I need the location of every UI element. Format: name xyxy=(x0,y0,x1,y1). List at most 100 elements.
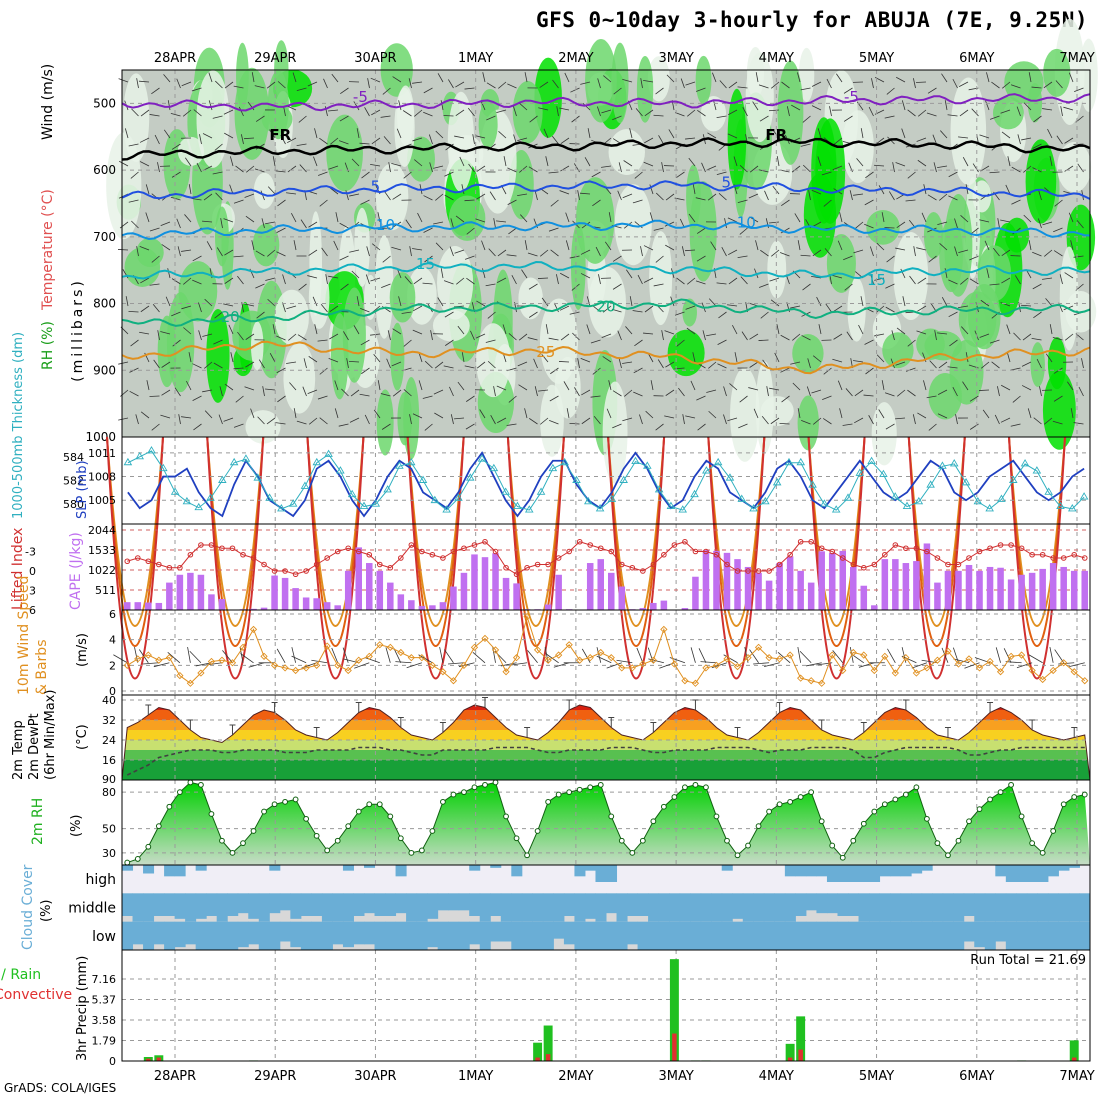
cape-bar xyxy=(902,563,910,610)
wind-barb xyxy=(612,390,622,397)
rh-marker xyxy=(282,798,288,805)
wind-barb xyxy=(296,87,307,91)
wind-barb xyxy=(680,78,685,89)
surface-warm-contour xyxy=(206,436,265,627)
rh-blob xyxy=(252,223,280,267)
thickness-tick-label: 582 xyxy=(63,475,84,488)
lifted-index-marker xyxy=(324,555,330,561)
wind-barb xyxy=(821,171,832,176)
wind-barb xyxy=(1016,106,1021,117)
wind-barb xyxy=(854,389,864,397)
thickness-marker xyxy=(336,466,345,474)
wind-barb xyxy=(741,331,748,341)
wind-barb xyxy=(476,193,486,200)
wind-barb xyxy=(486,82,496,89)
wind-barb xyxy=(266,417,276,425)
wind-barb xyxy=(245,361,255,368)
wind-barb xyxy=(858,324,864,335)
wind-barb xyxy=(240,134,244,145)
wind-barb xyxy=(528,166,538,173)
cape-bar xyxy=(618,586,626,610)
lifted-index-marker xyxy=(177,564,183,571)
wind-barb xyxy=(538,389,549,392)
wind-barb xyxy=(445,143,454,151)
wind-barb xyxy=(229,156,234,167)
cloud-cell xyxy=(879,921,891,950)
wind-barb xyxy=(128,143,139,147)
wind-barb xyxy=(958,136,969,139)
wind-barb xyxy=(808,190,811,201)
lifted-index-marker xyxy=(892,542,899,548)
cloud-cell xyxy=(342,921,354,948)
lifted-index-marker xyxy=(776,561,783,568)
wind-barb xyxy=(299,164,307,173)
wind-tick-label: 4 xyxy=(109,634,116,647)
wind-barb xyxy=(952,78,958,89)
rh-blob xyxy=(636,55,654,123)
cape-bar xyxy=(892,559,899,610)
thickness-marker xyxy=(359,501,369,509)
lifted-index-marker xyxy=(145,558,152,565)
rh-marker xyxy=(797,794,804,800)
wind-barb xyxy=(737,255,748,259)
wind-barb xyxy=(692,352,696,363)
wind-barb xyxy=(188,352,192,363)
wind-barb xyxy=(485,339,496,343)
wind-barb xyxy=(949,339,958,347)
cloud-cell xyxy=(932,921,944,950)
wind-barb xyxy=(917,109,927,117)
lifted-index-marker xyxy=(429,551,436,558)
wind-barb xyxy=(140,305,150,313)
wind-barb xyxy=(737,86,748,89)
rh-marker xyxy=(229,849,236,856)
rh-marker xyxy=(1050,828,1057,834)
cloud-cell xyxy=(427,921,439,948)
wind-barb xyxy=(153,359,160,369)
wind-speed-marker xyxy=(533,646,542,654)
rh-blob xyxy=(1047,337,1067,390)
surface-warm-contour xyxy=(907,436,966,680)
wind-barb xyxy=(896,221,906,229)
thickness-marker xyxy=(442,505,451,513)
wind-barb xyxy=(712,72,717,83)
wind-barb xyxy=(118,78,129,83)
wind-barb xyxy=(781,395,790,403)
temp-unit-text: (°C) xyxy=(75,724,90,750)
lifted-index-marker xyxy=(650,561,657,568)
precip-tick-label: 0 xyxy=(109,1055,116,1068)
cape-bar xyxy=(471,554,478,610)
wind-barb xyxy=(569,422,580,425)
wind-barb xyxy=(171,311,181,317)
rh-tick-label: 30 xyxy=(102,847,116,860)
cape-bar xyxy=(155,602,163,610)
wind-barb xyxy=(328,109,339,112)
wind-speed-marker xyxy=(870,666,878,675)
wind-barb xyxy=(738,423,748,429)
wind-barb xyxy=(961,326,969,335)
wind-barb xyxy=(603,75,612,83)
wind-barb xyxy=(408,78,412,89)
thickness-marker xyxy=(796,457,806,466)
thickness-marker xyxy=(277,504,286,512)
wind-barb xyxy=(412,329,423,335)
wind-speed-marker xyxy=(1028,666,1036,675)
temp-label-line: (6hr Min/Max) xyxy=(43,690,58,780)
wind-barb xyxy=(626,269,633,279)
wind-barb xyxy=(569,255,580,259)
lifted-index-marker xyxy=(408,542,415,548)
wind-barb xyxy=(986,72,990,83)
10m-wind-barb xyxy=(596,647,602,663)
rh-blob xyxy=(882,332,914,369)
wind-speed-marker xyxy=(807,677,815,685)
wind-barb xyxy=(517,361,528,367)
wind-barb xyxy=(335,212,339,223)
wind-barb xyxy=(997,386,1000,397)
wind-barb xyxy=(1073,255,1084,258)
temp-label-line: 2m Temp xyxy=(11,720,26,780)
lifted-index-marker xyxy=(987,545,993,552)
cloud-cell xyxy=(690,893,702,922)
wind-barb xyxy=(612,255,622,262)
10m-wind-barb xyxy=(723,654,738,664)
wind-barb xyxy=(939,243,948,251)
wind-barb xyxy=(163,129,171,139)
